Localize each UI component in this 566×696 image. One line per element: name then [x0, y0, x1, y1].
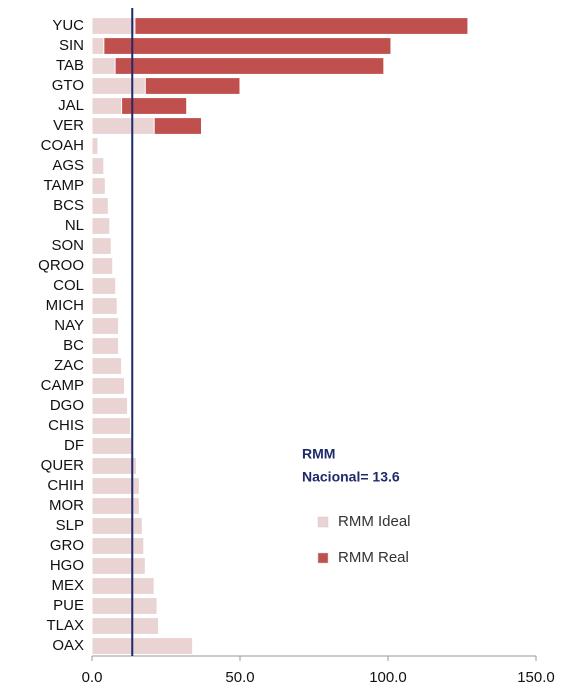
bar	[91, 437, 133, 455]
bar	[91, 617, 160, 635]
y-tick-label: SLP	[56, 517, 84, 534]
y-tick-label: GRO	[50, 537, 84, 554]
y-tick-label: PUE	[53, 597, 84, 614]
bar	[91, 337, 120, 355]
annotation: RMM	[302, 446, 335, 462]
y-tick-label: GTO	[52, 77, 84, 94]
y-tick-label: QROO	[38, 257, 84, 274]
bar	[91, 417, 131, 435]
legend-swatch	[317, 516, 329, 528]
bar	[91, 37, 392, 55]
bar	[91, 117, 155, 135]
x-tick-label: 150.0	[517, 669, 555, 686]
y-tick-label: DGO	[50, 397, 84, 414]
bar	[91, 97, 123, 115]
y-tick-label: SIN	[59, 37, 84, 54]
y-tick-label: HGO	[50, 557, 84, 574]
y-tick-label: OAX	[52, 637, 84, 654]
bar	[91, 157, 105, 175]
legend-label: RMM Real	[338, 549, 409, 566]
y-tick-label: YUC	[52, 17, 84, 34]
y-tick-label: BC	[63, 337, 84, 354]
y-tick-label: NL	[65, 217, 84, 234]
y-tick-label: DF	[64, 437, 84, 454]
annotation: Nacional= 13.6	[302, 469, 400, 485]
bar	[91, 597, 158, 615]
y-tick-label: TLAX	[46, 617, 84, 634]
bar	[91, 577, 155, 595]
y-tick-label: NAY	[54, 317, 84, 334]
legend-swatch	[317, 552, 329, 564]
x-tick-label: 50.0	[225, 669, 254, 686]
bar	[91, 217, 111, 235]
y-tick-label: VER	[53, 117, 84, 134]
bar	[91, 557, 146, 575]
bar	[91, 477, 140, 495]
bar	[91, 77, 146, 95]
y-tick-label: BCS	[53, 197, 84, 214]
bar	[91, 37, 105, 55]
x-tick-label: 0.0	[82, 669, 103, 686]
bar	[91, 497, 140, 515]
y-tick-label: COL	[53, 277, 84, 294]
bar	[91, 17, 136, 35]
y-tick-label: ZAC	[54, 357, 84, 374]
y-tick-label: CAMP	[41, 377, 84, 394]
y-tick-label: TAMP	[43, 177, 84, 194]
y-tick-label: TAB	[56, 57, 84, 74]
y-tick-label: MICH	[46, 297, 84, 314]
bar	[91, 177, 106, 195]
bar	[91, 637, 194, 655]
bar	[91, 297, 118, 315]
y-tick-label: MEX	[51, 577, 84, 594]
y-tick-label: SON	[51, 237, 84, 254]
bar	[91, 517, 143, 535]
y-tick-label: QUER	[41, 457, 85, 474]
bar	[91, 257, 114, 275]
y-tick-label: CHIS	[48, 417, 84, 434]
bar	[91, 317, 120, 335]
bar	[91, 537, 145, 555]
bar	[91, 377, 126, 395]
bar	[91, 57, 116, 75]
bar	[91, 457, 137, 475]
y-tick-label: MOR	[49, 497, 84, 514]
bar	[91, 57, 385, 75]
bar	[91, 197, 109, 215]
bar	[91, 277, 117, 295]
x-tick-label: 100.0	[369, 669, 407, 686]
bar	[91, 357, 123, 375]
legend-label: RMM Ideal	[338, 513, 411, 530]
bar	[91, 237, 112, 255]
bar	[91, 17, 469, 35]
bar	[91, 397, 129, 415]
y-tick-label: JAL	[58, 97, 84, 114]
y-tick-label: AGS	[52, 157, 84, 174]
y-tick-label: CHIH	[47, 477, 84, 494]
bar	[91, 137, 99, 155]
y-tick-label: COAH	[41, 137, 84, 154]
